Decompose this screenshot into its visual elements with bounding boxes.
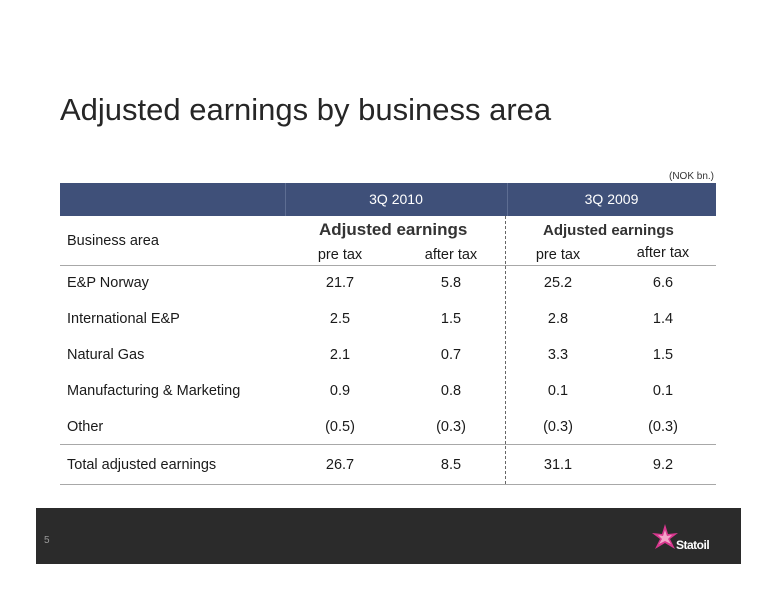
subheader-after-tax-2010: after tax <box>424 247 478 263</box>
subheader-pre-tax-2009: pre tax <box>535 247 581 263</box>
total-label: Total adjusted earnings <box>67 457 217 473</box>
statoil-logo-text: Statoil <box>676 538 710 552</box>
row-label: E&P Norway <box>67 275 149 291</box>
row-label: Natural Gas <box>67 347 145 363</box>
cell: 0.1 <box>547 383 569 399</box>
subheader-after-tax-2009: after tax <box>636 245 690 261</box>
subheader-pre-tax-2010: pre tax <box>317 247 363 263</box>
total-cell: 8.5 <box>440 457 462 473</box>
row-header-business-area: Business area <box>67 233 159 249</box>
total-cell: 31.1 <box>543 457 573 473</box>
cell: 5.8 <box>440 275 462 291</box>
table-header-bar: 3Q 2010 3Q 2009 <box>60 183 716 216</box>
period-header-2010: 3Q 2010 <box>369 191 423 207</box>
bottom-rule <box>60 484 716 485</box>
row-label: International E&P <box>67 311 180 327</box>
page-number: 5 <box>44 535 50 546</box>
statoil-star-icon <box>652 524 678 549</box>
slide-title: Adjusted earnings by business area <box>60 92 552 127</box>
cell: (0.3) <box>648 419 678 435</box>
cell: 0.1 <box>652 383 674 399</box>
row-label: Manufacturing & Marketing <box>67 383 241 399</box>
group-label-2009: Adjusted earnings <box>543 222 674 239</box>
cell: (0.3) <box>543 419 573 435</box>
unit-label: (NOK bn.) <box>668 171 714 182</box>
cell: 2.1 <box>329 347 351 363</box>
cell: 1.5 <box>440 311 462 327</box>
cell: 0.8 <box>440 383 462 399</box>
total-rule <box>60 444 716 445</box>
cell: 21.7 <box>325 275 355 291</box>
cell: 1.5 <box>652 347 674 363</box>
cell: 2.8 <box>547 311 569 327</box>
total-cell: 26.7 <box>325 457 355 473</box>
cell: 25.2 <box>543 275 573 291</box>
header-rule <box>60 265 716 266</box>
cell: 0.7 <box>440 347 462 363</box>
header-divider <box>285 183 286 216</box>
cell: 0.9 <box>329 383 351 399</box>
header-divider <box>507 183 508 216</box>
cell: (0.3) <box>436 419 466 435</box>
period-divider <box>505 216 506 484</box>
cell: (0.5) <box>325 419 355 435</box>
group-label-2010: Adjusted earnings <box>319 220 468 239</box>
footer-bar: 5 Statoil <box>36 508 741 564</box>
cell: 2.5 <box>329 311 351 327</box>
cell: 6.6 <box>652 275 674 291</box>
row-label: Other <box>67 419 104 435</box>
total-cell: 9.2 <box>652 457 674 473</box>
period-header-2009: 3Q 2009 <box>584 191 639 207</box>
cell: 1.4 <box>652 311 674 327</box>
cell: 3.3 <box>547 347 569 363</box>
